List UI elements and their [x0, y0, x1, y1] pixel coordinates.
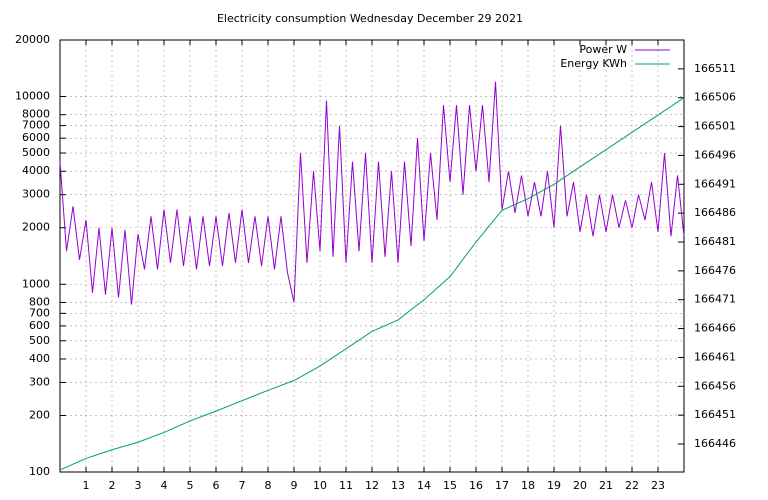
y-tick-label: 8000	[22, 108, 50, 121]
x-tick-label: 13	[391, 479, 405, 492]
x-tick-label: 20	[573, 479, 587, 492]
y2-tick-label: 166501	[694, 120, 736, 133]
x-tick-label: 17	[495, 479, 509, 492]
plot-frame	[59, 39, 685, 473]
x-tick-label: 4	[161, 479, 168, 492]
y2-tick-label: 166486	[694, 206, 736, 219]
y-tick-label: 700	[29, 306, 50, 319]
x-tick-label: 15	[443, 479, 457, 492]
x-tick-label: 9	[291, 479, 298, 492]
y2-tick-label: 166451	[694, 408, 736, 421]
y-tick-label: 7000	[22, 119, 50, 132]
x-tick-label: 3	[135, 479, 142, 492]
y-tick-label: 1000	[22, 277, 50, 290]
y-tick-label: 400	[29, 352, 50, 365]
x-tick-label: 6	[213, 479, 220, 492]
y2-tick-label: 166446	[694, 437, 736, 450]
series-line	[59, 97, 685, 471]
chart-title: Electricity consumption Wednesday Decemb…	[217, 12, 523, 25]
y2-tick-label: 166461	[694, 350, 736, 363]
y-tick-label: 5000	[22, 146, 50, 159]
y-tick-label: 6000	[22, 131, 50, 144]
y2-tick-label: 166506	[694, 91, 736, 104]
y-tick-label: 100	[29, 465, 50, 478]
y2-tick-label: 166481	[694, 235, 736, 248]
x-tick-label: 12	[365, 479, 379, 492]
series-line	[59, 81, 685, 305]
x-tick-label: 11	[339, 479, 353, 492]
y2-tick-label: 166471	[694, 293, 736, 306]
y2-tick-label: 166456	[694, 379, 736, 392]
y-tick-label: 200	[29, 408, 50, 421]
x-tick-label: 7	[239, 479, 246, 492]
y-tick-label: 3000	[22, 188, 50, 201]
x-tick-label: 5	[187, 479, 194, 492]
x-tick-label: 10	[313, 479, 327, 492]
x-tick-label: 19	[547, 479, 561, 492]
x-tick-label: 8	[265, 479, 272, 492]
x-tick-label: 2	[109, 479, 116, 492]
y-tick-label: 800	[29, 295, 50, 308]
x-tick-label: 14	[417, 479, 431, 492]
y2-tick-label: 166491	[694, 177, 736, 190]
y-tick-label: 600	[29, 319, 50, 332]
x-tick-label: 23	[651, 479, 665, 492]
y-tick-label: 2000	[22, 221, 50, 234]
x-tick-label: 18	[521, 479, 535, 492]
y-tick-label: 300	[29, 375, 50, 388]
y-tick-label: 4000	[22, 164, 50, 177]
x-tick-label: 21	[599, 479, 613, 492]
y2-tick-label: 166476	[694, 264, 736, 277]
legend-label: Power W	[579, 43, 627, 56]
x-tick-label: 22	[625, 479, 639, 492]
x-tick-label: 1	[83, 479, 90, 492]
y-tick-label: 20000	[15, 33, 50, 46]
y-tick-label: 10000	[15, 90, 50, 103]
legend-label: Energy KWh	[560, 57, 627, 70]
y2-tick-label: 166511	[694, 62, 736, 75]
y2-tick-label: 166496	[694, 148, 736, 161]
y2-tick-label: 166466	[694, 322, 736, 335]
y-tick-label: 500	[29, 334, 50, 347]
x-tick-label: 16	[469, 479, 483, 492]
